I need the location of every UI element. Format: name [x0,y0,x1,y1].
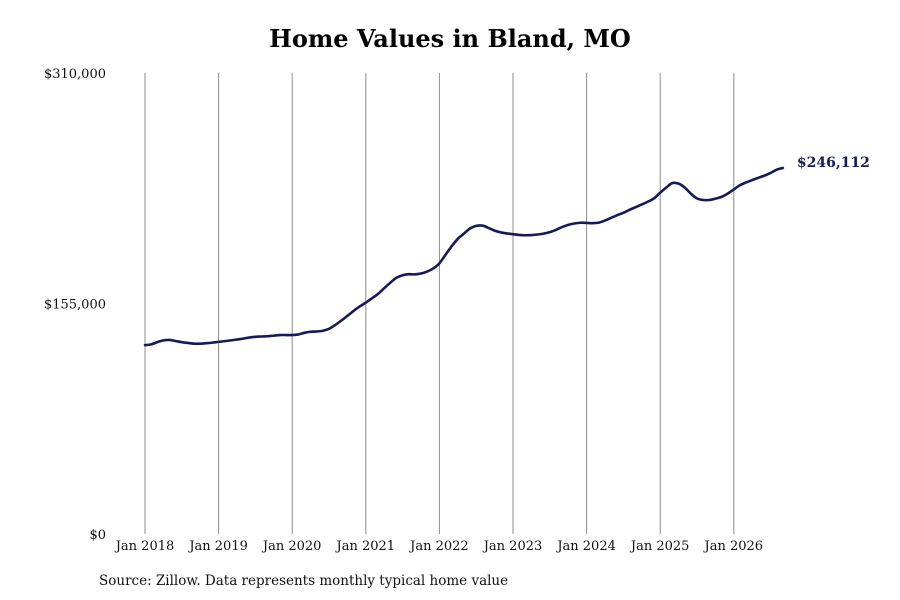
x-tick-label: Jan 2026 [703,539,764,554]
y-tick-label: $310,000 [44,67,106,82]
x-tick-label: Jan 2024 [555,539,616,554]
end-label-layer: $246,112 [797,155,870,171]
x-tick-label: Jan 2020 [261,539,322,554]
vertical-gridlines [144,73,735,534]
series-layer [143,166,785,347]
chart-title: Home Values in Bland, MO [269,24,631,53]
x-tick-label: Jan 2023 [482,539,543,554]
x-tick-label: Jan 2025 [629,539,690,554]
y-tick-label: $155,000 [44,298,106,313]
y-axis-tick-labels: $0 $155,000 $310,000 [44,67,106,543]
series-line-0 [143,166,785,347]
x-tick-label: Jan 2019 [187,539,248,554]
x-tick-label: Jan 2022 [408,539,469,554]
end-value-label: $246,112 [797,155,870,171]
x-axis-tick-labels: Jan 2018 Jan 2019 Jan 2020 Jan 2021 Jan 2022… [114,539,763,554]
x-tick-label: Jan 2018 [114,539,175,554]
x-tick-label: Jan 2021 [335,539,396,554]
source-note: Source: Zillow. Data represents monthly … [99,573,509,589]
y-tick-label: $0 [89,528,106,543]
